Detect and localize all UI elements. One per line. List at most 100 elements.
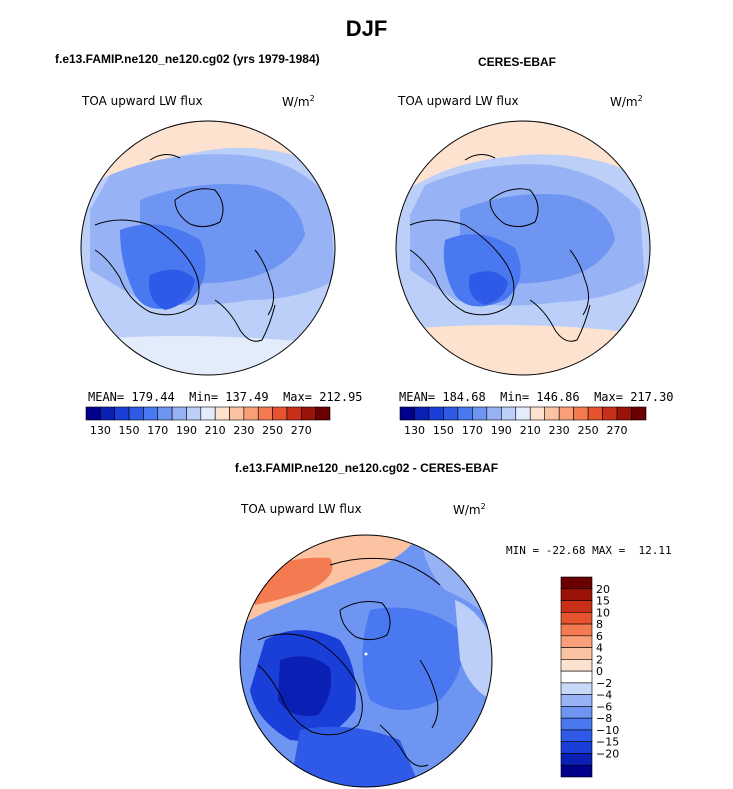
colorbar-swatch: [143, 406, 159, 421]
colorbar-swatch: [560, 588, 593, 601]
colorbar-swatch: [560, 741, 593, 754]
colorbar-tick-label: 15: [596, 595, 610, 608]
difference-units-text: W/m: [453, 503, 481, 517]
colorbar-swatch: [573, 406, 589, 421]
colorbar-swatch: [560, 670, 593, 684]
colorbar-tick-label: 270: [291, 424, 312, 437]
difference-units-sup: 2: [480, 502, 486, 511]
colorbar-tick-label: −6: [596, 700, 612, 713]
colorbar-tick-label: 170: [147, 424, 168, 437]
panel1-stats: MEAN= 179.44 Min= 137.49 Max= 212.95: [88, 390, 363, 404]
colorbar-tick-label: −4: [596, 689, 612, 702]
colorbar-tick-label: 150: [433, 424, 454, 437]
colorbar-swatch: [399, 406, 415, 421]
colorbar-swatch: [560, 623, 593, 637]
panel1-variable: TOA upward LW flux: [82, 94, 203, 108]
colorbar-swatch: [257, 406, 273, 421]
panel2-heading: CERES-EBAF: [478, 55, 557, 69]
colorbar-swatch: [560, 729, 593, 743]
panel1-map-border: [80, 120, 336, 376]
panel2-map: [396, 121, 650, 375]
colorbar-tick-label: 190: [491, 424, 512, 437]
colorbar-swatch: [560, 694, 593, 707]
colorbar-swatch: [560, 611, 593, 625]
colorbar-tick-label: 20: [596, 583, 610, 596]
difference-units: W/m2: [453, 502, 486, 517]
panel1-units: W/m2: [282, 94, 315, 109]
colorbar-swatch: [560, 576, 593, 590]
difference-stats: MIN = -22.68 MAX = 12.11: [506, 544, 672, 557]
colorbar-swatch: [560, 635, 593, 648]
panel2-units-sup: 2: [637, 94, 643, 103]
colorbar-swatch: [114, 406, 130, 421]
colorbar-swatch: [560, 764, 593, 778]
panel2-map-border: [395, 120, 651, 376]
colorbar-tick-label: −10: [596, 724, 619, 737]
colorbar-swatch: [414, 406, 430, 421]
colorbar-swatch: [229, 406, 245, 421]
colorbar-swatch: [486, 406, 502, 421]
colorbar-swatch: [529, 406, 546, 421]
panel1-heading: f.e13.FAMIP.ne120_ne120.cg02 (yrs 1979-1…: [55, 52, 320, 66]
colorbar-tick-label: 150: [119, 424, 140, 437]
colorbar-swatch: [560, 717, 593, 731]
colorbar-tick-label: 210: [205, 424, 226, 437]
colorbar-swatch: [602, 406, 618, 421]
colorbar-swatch: [286, 406, 302, 421]
colorbar-swatch: [616, 406, 632, 421]
colorbar-swatch: [171, 406, 187, 421]
difference-map-border: [239, 534, 493, 788]
colorbar-swatch: [214, 406, 230, 421]
panel2-colorbar: 130 150 170 190 210 230 250 270: [399, 406, 647, 437]
panel2-units: W/m2: [610, 94, 643, 109]
colorbar-swatch: [186, 406, 202, 421]
colorbar-swatch: [128, 406, 144, 421]
colorbar-tick-label: 8: [596, 618, 603, 631]
colorbar-swatch: [472, 406, 488, 421]
colorbar-tick-label: 230: [233, 424, 254, 437]
colorbar-swatch: [560, 647, 593, 660]
colorbar-tick-label: 6: [596, 630, 603, 643]
colorbar-swatch: [428, 406, 444, 421]
colorbar-tick-label: −20: [596, 747, 619, 760]
colorbar-swatch: [443, 406, 459, 421]
colorbar-swatch: [560, 659, 593, 672]
colorbar-tick-label: 10: [596, 606, 610, 619]
panel2-stats: MEAN= 184.68 Min= 146.86 Max= 217.30: [399, 390, 674, 404]
colorbar-swatch: [560, 706, 593, 719]
panel1-units-sup: 2: [309, 94, 315, 103]
colorbar-swatch: [587, 406, 603, 421]
figure-title: DJF: [345, 16, 388, 41]
colorbar-tick-label: 4: [596, 642, 603, 655]
panel1-colorbar: 130 150 170 190 210 230 250 270: [85, 406, 331, 437]
colorbar-tick-label: −15: [596, 736, 619, 749]
colorbar-swatch: [631, 406, 647, 421]
colorbar-tick-label: −2: [596, 677, 612, 690]
difference-map: [240, 535, 492, 787]
panel1-map: [81, 121, 335, 375]
colorbar-tick-label: −8: [596, 712, 612, 725]
colorbar-tick-label: 130: [90, 424, 111, 437]
panel2-variable: TOA upward LW flux: [398, 94, 519, 108]
colorbar-swatch: [200, 406, 216, 421]
panel1-units-text: W/m: [282, 95, 310, 109]
colorbar-swatch: [85, 406, 101, 421]
colorbar-swatch: [300, 406, 316, 421]
colorbar-swatch: [315, 406, 331, 421]
colorbar-swatch: [500, 406, 517, 421]
colorbar-tick-label: 190: [176, 424, 197, 437]
colorbar-swatch: [560, 682, 593, 695]
colorbar-tick-label: 250: [262, 424, 283, 437]
difference-heading: f.e13.FAMIP.ne120_ne120.cg02 - CERES-EBA…: [234, 461, 499, 475]
colorbar-tick-label: 170: [462, 424, 483, 437]
colorbar-swatch: [100, 406, 116, 421]
difference-variable: TOA upward LW flux: [241, 502, 362, 516]
panel2-units-text: W/m: [610, 95, 638, 109]
colorbar-swatch: [457, 406, 473, 421]
colorbar-tick-label: 0: [596, 665, 603, 678]
colorbar-tick-label: 2: [596, 653, 603, 666]
colorbar-swatch: [558, 406, 574, 421]
colorbar-swatch: [544, 406, 560, 421]
